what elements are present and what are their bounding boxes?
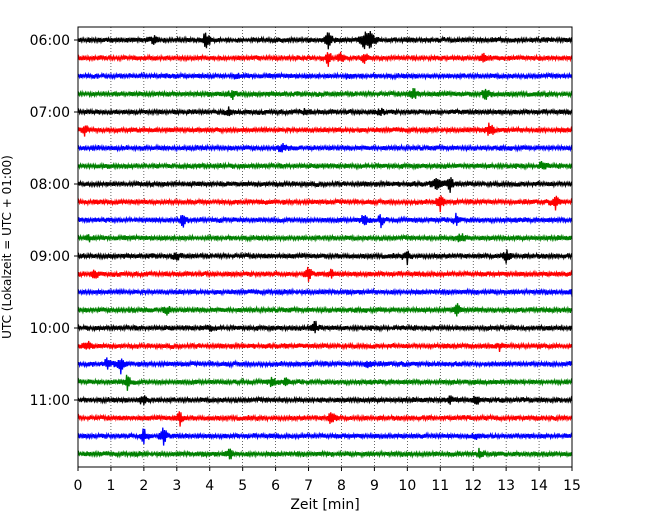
y-tick-label: 10:00 <box>30 321 70 337</box>
trace-11:30 <box>77 427 573 446</box>
y-tick-label: 11:00 <box>30 393 70 409</box>
x-axis-ticks: 0 1 2 3 4 5 6 7 8 9 10 11 12 13 14 15 <box>74 467 581 494</box>
trace-07:15 <box>77 122 573 137</box>
y-tick-label: 09:00 <box>30 249 70 265</box>
trace-08:30 <box>77 212 573 229</box>
trace-09:00 <box>77 249 573 266</box>
x-tick-label: 6 <box>271 478 280 494</box>
trace-06:45 <box>77 87 573 101</box>
x-tick-label: 10 <box>398 478 416 494</box>
x-tick-label: 12 <box>464 478 482 494</box>
x-axis-label: Zeit [min] <box>290 497 359 513</box>
x-tick-label: 2 <box>139 478 148 494</box>
x-tick-label: 4 <box>205 478 214 494</box>
trace-06:30 <box>77 71 573 81</box>
trace-10:00 <box>77 320 573 334</box>
trace-08:45 <box>77 233 573 243</box>
y-tick-label: 08:00 <box>30 177 70 193</box>
x-tick-label: 8 <box>337 478 346 494</box>
x-tick-label: 5 <box>238 478 247 494</box>
trace-06:15 <box>77 51 573 67</box>
trace-11:15 <box>77 411 573 427</box>
x-tick-label: 1 <box>106 478 115 494</box>
seismogram-traces <box>77 31 573 460</box>
trace-06:00 <box>77 31 573 50</box>
trace-10:15 <box>77 340 573 352</box>
y-axis-ticks: 06:00 07:00 08:00 09:00 10:00 11:00 <box>30 33 78 409</box>
trace-10:30 <box>77 357 573 375</box>
x-tick-label: 3 <box>172 478 181 494</box>
x-tick-label: 7 <box>304 478 313 494</box>
x-tick-label: 0 <box>74 478 83 494</box>
trace-07:00 <box>77 106 573 117</box>
trace-09:15 <box>77 266 573 282</box>
x-tick-label: 14 <box>530 478 548 494</box>
y-tick-label: 07:00 <box>30 105 70 121</box>
trace-07:30 <box>77 143 573 153</box>
trace-09:45 <box>77 303 573 317</box>
trace-08:00 <box>77 177 573 193</box>
trace-09:30 <box>77 287 573 297</box>
x-tick-label: 11 <box>431 478 449 494</box>
y-tick-label: 06:00 <box>30 33 70 49</box>
x-tick-label: 13 <box>497 478 515 494</box>
x-tick-label: 15 <box>563 478 581 494</box>
grid-lines <box>110 27 540 467</box>
trace-08:15 <box>77 195 573 213</box>
trace-10:45 <box>77 374 573 391</box>
trace-11:45 <box>77 447 573 460</box>
plot-area-frame <box>77 26 573 468</box>
trace-07:45 <box>77 160 573 171</box>
y-axis-label: UTC (Lokalzeit = UTC + 01:00) <box>0 155 14 339</box>
x-tick-label: 9 <box>370 478 379 494</box>
trace-11:00 <box>77 395 573 406</box>
